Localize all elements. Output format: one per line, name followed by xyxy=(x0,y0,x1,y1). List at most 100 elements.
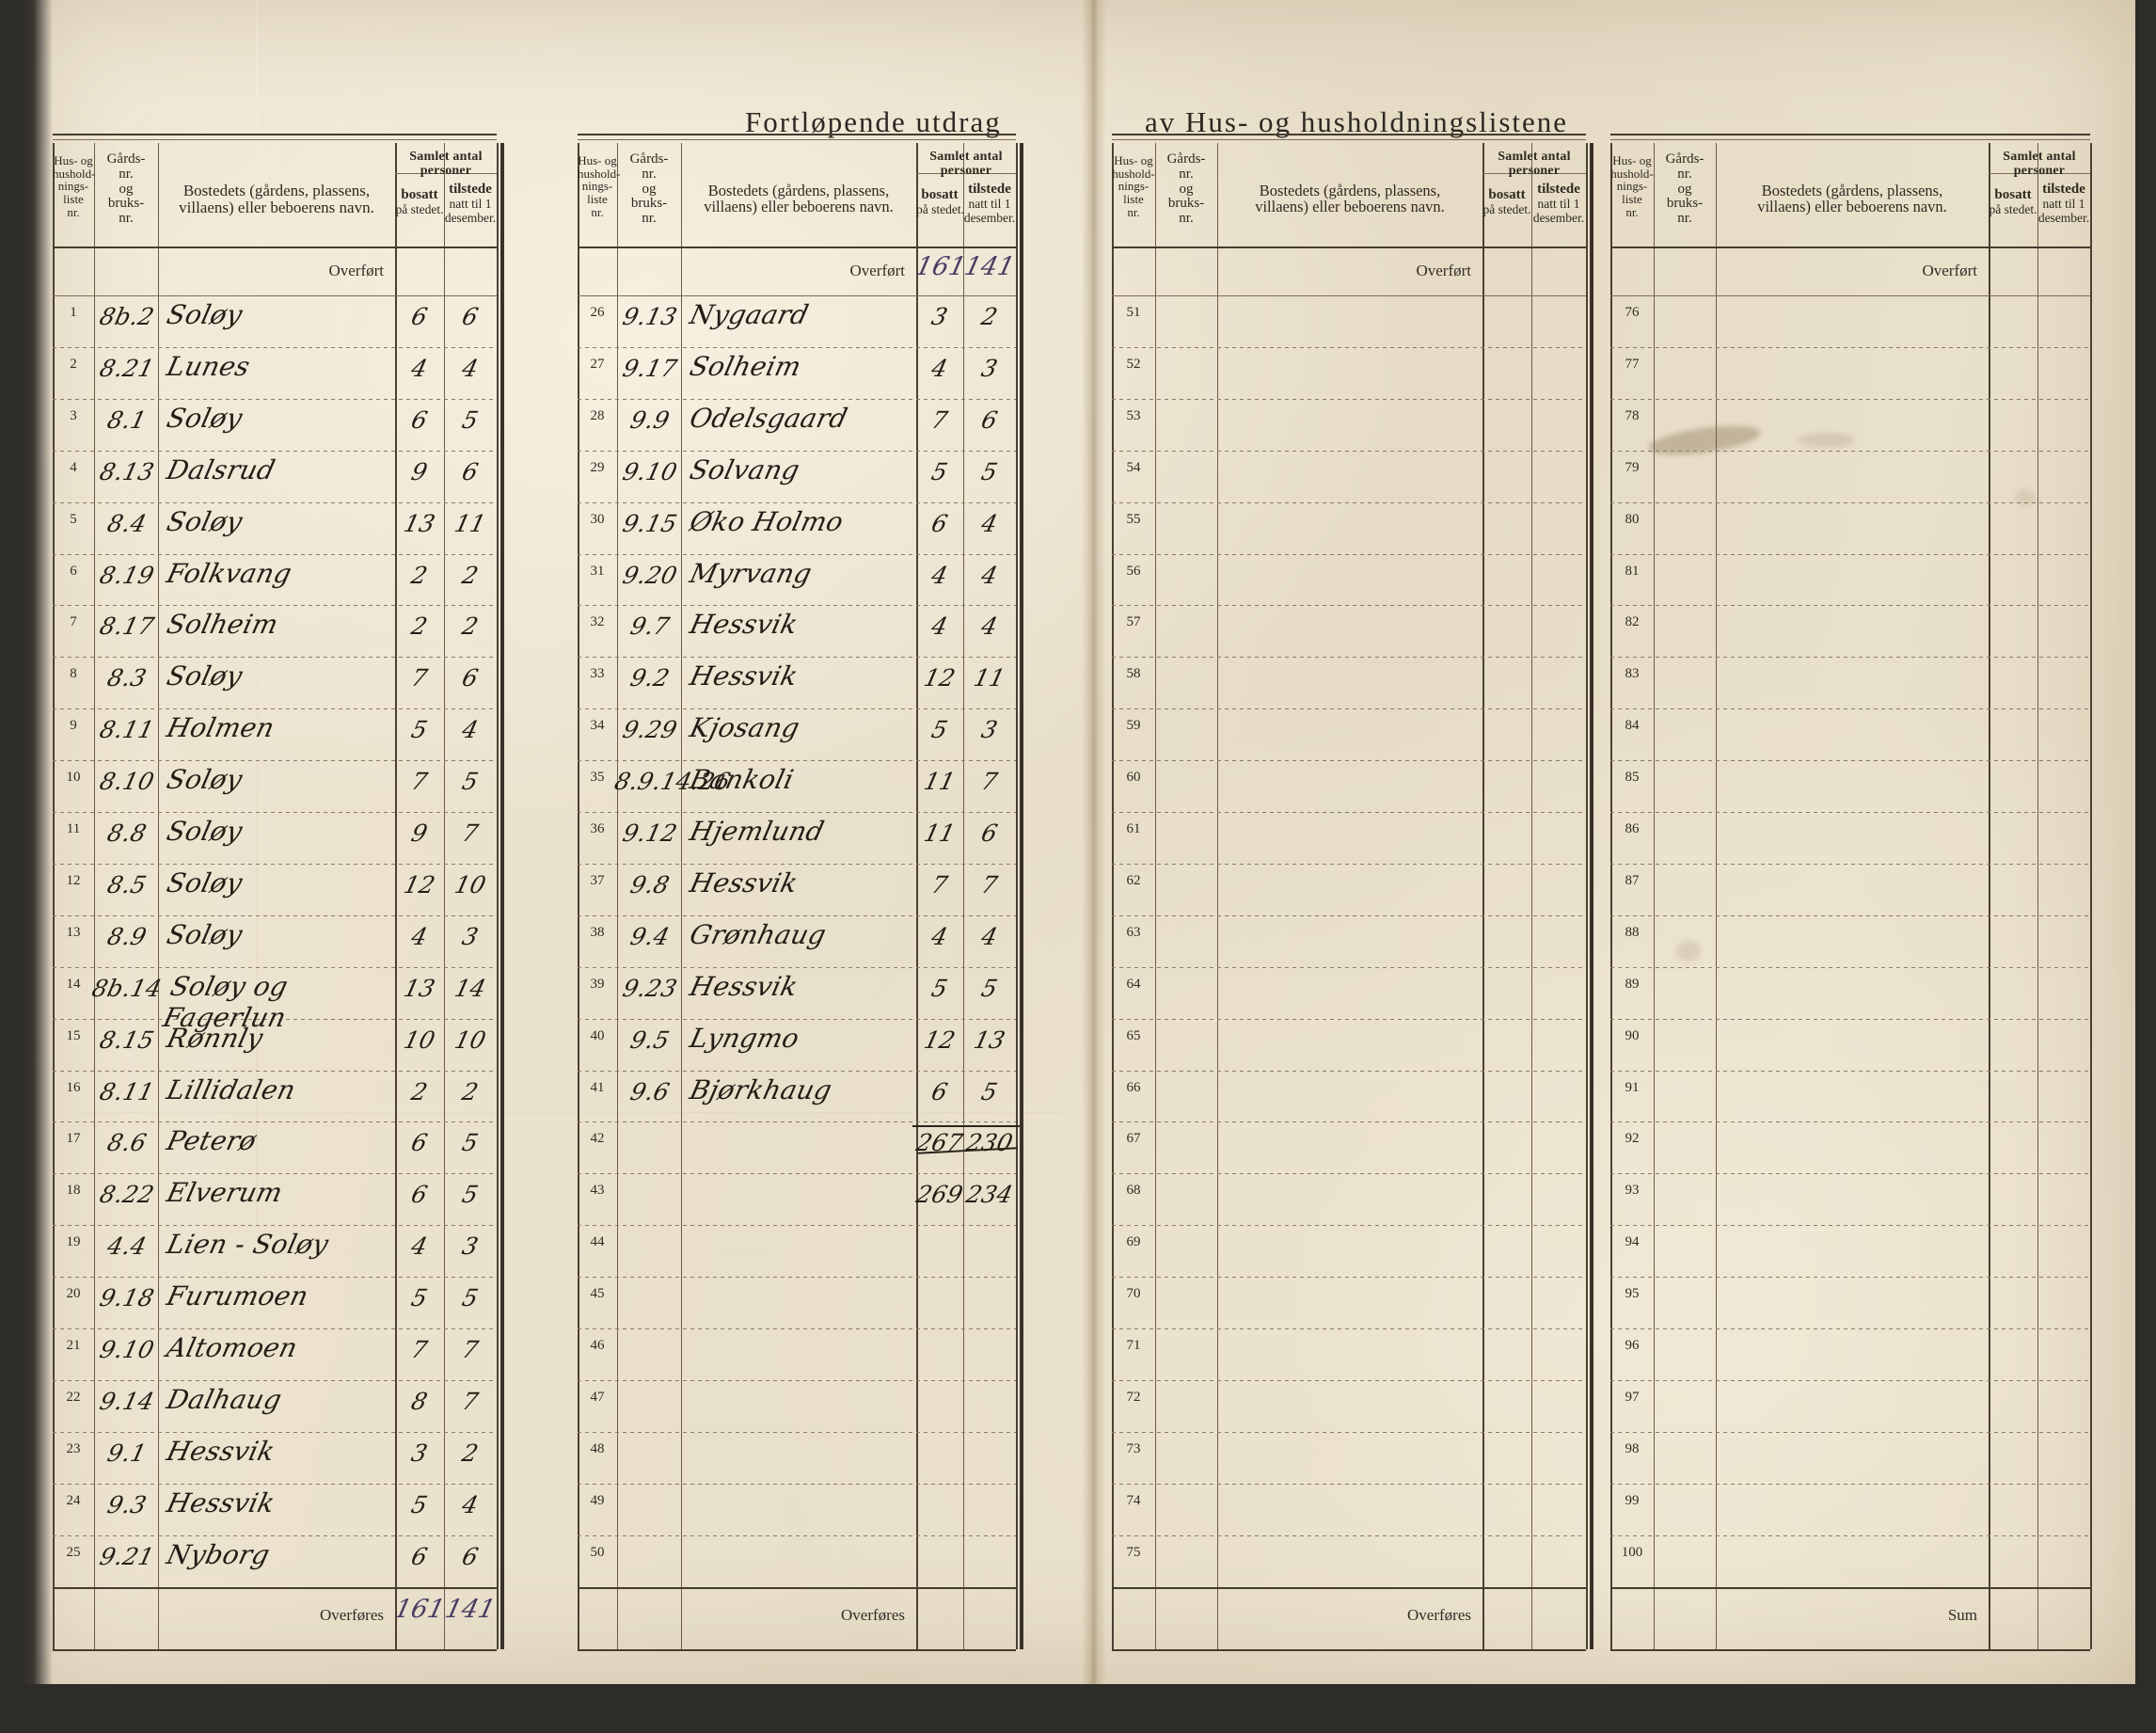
cell-bosatt: 9 xyxy=(408,819,431,847)
row-number: 75 xyxy=(1126,1544,1141,1560)
cell-tilstede: 3 xyxy=(459,1232,482,1261)
cell-bostedets-navn: Soløy xyxy=(164,660,246,692)
row-number: 40 xyxy=(590,1027,605,1043)
footer-top-rule xyxy=(578,1586,1016,1589)
col-header-bostedets: Bostedets (gårdens, plassens, villaens) … xyxy=(1757,182,1947,216)
row-rule xyxy=(1112,501,1586,503)
column-rule xyxy=(963,143,964,1649)
row-number: 68 xyxy=(1126,1183,1141,1199)
row-rule xyxy=(578,1534,1016,1536)
row-rule xyxy=(53,1483,497,1485)
cell-tilstede: 11 xyxy=(452,509,489,537)
row-rule xyxy=(53,501,497,503)
column-rule xyxy=(1531,143,1532,1649)
cell-gardsnr: 8.19 xyxy=(97,561,157,589)
footer-top-rule xyxy=(53,1586,497,1589)
column-rule xyxy=(53,143,55,1649)
row-number: 48 xyxy=(590,1440,605,1456)
cell-bosatt: 5 xyxy=(408,1490,431,1518)
cell-gardsnr: 8.8 xyxy=(104,819,150,847)
row-rule xyxy=(578,1225,1016,1227)
col-header-samlet: Samlet antal personer xyxy=(409,150,483,178)
cell-bosatt: 5 xyxy=(928,974,951,1002)
cell-tilstede: 2 xyxy=(978,303,1001,330)
row-rule xyxy=(578,708,1016,710)
row-number: 10 xyxy=(66,770,81,786)
row-number: 95 xyxy=(1625,1286,1640,1302)
cell-tilstede: 2 xyxy=(459,561,482,589)
row-number: 76 xyxy=(1625,305,1640,320)
cell-bosatt: 10 xyxy=(401,1025,438,1054)
row-rule xyxy=(1112,914,1586,916)
cell-bosatt: 6 xyxy=(408,1129,431,1157)
row-rule xyxy=(1610,708,2090,710)
row-rule xyxy=(578,501,1016,503)
row-number: 84 xyxy=(1625,718,1640,734)
row-rule xyxy=(1610,553,2090,555)
panel-separator xyxy=(1020,143,1023,1649)
row-rule xyxy=(1610,450,2090,452)
row-rule xyxy=(1610,1225,2090,1227)
row-rule xyxy=(1112,1431,1586,1433)
cell-bostedets-navn: Lunes xyxy=(164,350,253,382)
row-rule xyxy=(1610,1277,2090,1279)
cell-bosatt: 3 xyxy=(928,303,951,330)
row-rule xyxy=(1112,966,1586,968)
cell-gardsnr: 8.10 xyxy=(97,768,157,796)
row-rule xyxy=(53,1328,497,1329)
cell-bosatt: 6 xyxy=(408,1542,431,1570)
cell-tilstede: 6 xyxy=(459,664,482,692)
row-number: 37 xyxy=(590,872,605,888)
row-number: 85 xyxy=(1625,770,1640,786)
row-rule xyxy=(1112,346,1586,348)
row-rule xyxy=(1112,812,1586,813)
col-header-bosatt: bosatt på stedet. xyxy=(916,187,964,216)
cell-tilstede: 234 xyxy=(963,1181,1016,1209)
col-header-bosatt: bosatt på stedet. xyxy=(1989,187,2037,216)
row-rule xyxy=(1610,1431,2090,1433)
row-number: 14 xyxy=(66,976,81,992)
cell-gardsnr: 8.3 xyxy=(104,664,150,692)
cell-gardsnr: 8.6 xyxy=(104,1129,150,1157)
cell-bostedets-navn: Lien - Soløy xyxy=(164,1229,332,1261)
col-header-hus-husholdningsliste: Hus- og hushold- nings- liste nr. xyxy=(1112,153,1155,219)
row-rule xyxy=(1112,1121,1586,1123)
column-rule xyxy=(395,143,397,1649)
cell-tilstede: 230 xyxy=(963,1129,1016,1157)
row-number: 28 xyxy=(590,407,605,423)
panel-separator xyxy=(1590,143,1593,1649)
cell-bosatt: 7 xyxy=(408,1336,431,1363)
cell-bosatt: 4 xyxy=(408,1232,431,1261)
cell-bosatt: 11 xyxy=(921,768,959,796)
cell-bostedets-navn: Peterø xyxy=(164,1125,260,1157)
row-rule xyxy=(1610,1379,2090,1381)
row-rule xyxy=(1610,966,2090,968)
row-number: 43 xyxy=(590,1183,605,1199)
cell-bostedets-navn: Hessvik xyxy=(164,1487,278,1518)
row-number: 64 xyxy=(1126,976,1141,992)
cell-gardsnr: 9.12 xyxy=(620,819,680,847)
cell-tilstede: 2 xyxy=(459,1077,482,1105)
table-bottom-rule xyxy=(1112,1648,1586,1651)
cell-gardsnr: 8.13 xyxy=(97,457,157,485)
col-header-hus-husholdningsliste: Hus- og hushold- nings- liste nr. xyxy=(1610,153,1654,219)
cell-gardsnr: 9.8 xyxy=(627,870,673,898)
cell-bosatt: 3 xyxy=(408,1439,431,1467)
cell-bostedets-navn: Hjemlund xyxy=(687,816,828,847)
cell-gardsnr: 8.5 xyxy=(104,870,150,898)
row-rule xyxy=(53,450,497,452)
row-number: 41 xyxy=(590,1079,605,1095)
row-rule xyxy=(1112,657,1586,659)
row-number: 71 xyxy=(1126,1338,1141,1353)
row-number: 59 xyxy=(1126,718,1141,734)
cell-tilstede: 5 xyxy=(978,457,1001,485)
cell-bosatt: 7 xyxy=(928,870,951,898)
row-rule xyxy=(53,914,497,916)
row-number: 11 xyxy=(66,821,81,836)
cell-gardsnr: 9.7 xyxy=(627,612,673,641)
row-rule xyxy=(578,1483,1016,1485)
cell-tilstede: 7 xyxy=(459,819,482,847)
row-number: 36 xyxy=(590,821,605,836)
cell-gardsnr: 9.6 xyxy=(627,1077,673,1105)
row-rule xyxy=(1112,1225,1586,1227)
